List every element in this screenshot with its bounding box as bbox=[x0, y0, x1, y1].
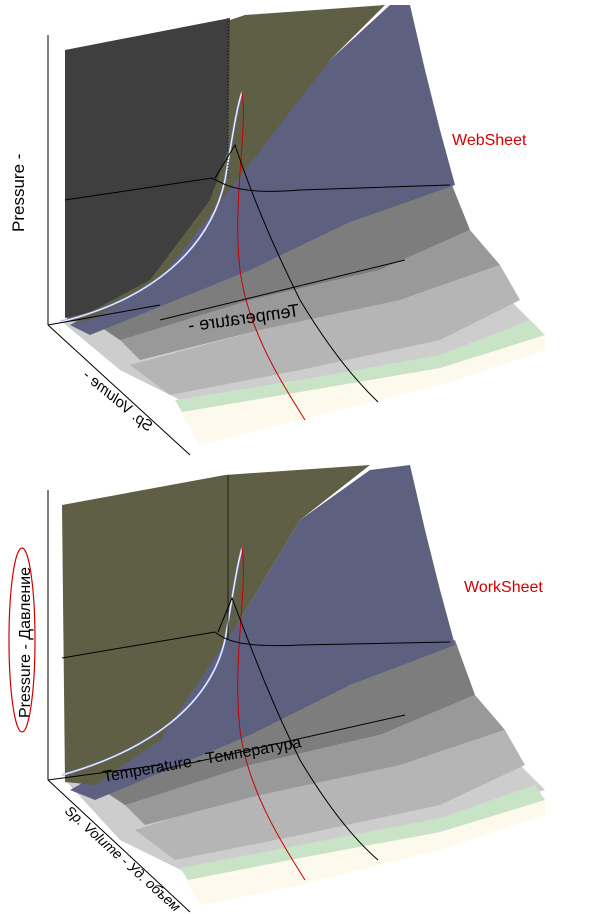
surface-blue-region bbox=[70, 465, 455, 800]
critical-isotherm-line bbox=[237, 547, 306, 881]
isotherm-line bbox=[217, 596, 379, 861]
surface-band-grey-2 bbox=[115, 695, 505, 825]
surface-band-green bbox=[180, 785, 545, 880]
base-axis bbox=[47, 304, 161, 326]
worksheet-panel: WorkSheet Pressure - Давление Temperatur… bbox=[8, 465, 545, 914]
isotherm-line bbox=[214, 143, 379, 403]
base-axis bbox=[47, 764, 161, 781]
isobar-line bbox=[61, 631, 451, 659]
saturation-dome-curve-inner bbox=[59, 91, 243, 323]
panel-title: WorkSheet bbox=[464, 579, 543, 596]
volume-axis bbox=[47, 324, 191, 456]
panel-title: WebSheet bbox=[452, 132, 527, 149]
surface-band-grey-1 bbox=[90, 180, 470, 340]
volume-axis bbox=[47, 779, 191, 913]
temperature-axis-line bbox=[159, 714, 406, 771]
pressure-axis-label: Pressure - Давление bbox=[17, 567, 34, 718]
surface-band-grey-3 bbox=[130, 265, 520, 395]
surface-dark-region bbox=[65, 18, 230, 318]
surface-band-grey-3 bbox=[135, 730, 525, 860]
surface-band-green bbox=[175, 320, 545, 412]
saturation-dome-curve-inner bbox=[61, 547, 243, 776]
pressure-label-highlight-ellipse bbox=[8, 547, 36, 733]
temperature-axis-line bbox=[159, 259, 406, 321]
critical-isotherm-line bbox=[237, 91, 306, 421]
isobar-line bbox=[64, 177, 451, 201]
surface-band-grey-2 bbox=[110, 230, 500, 360]
websheet-panel: WebSheet Pressure - Temperature - Sp. Vo… bbox=[9, 5, 545, 456]
pressure-axis-label: Pressure - bbox=[9, 154, 28, 232]
surface-olive-region bbox=[62, 465, 370, 785]
surface-blue-region bbox=[70, 5, 455, 335]
